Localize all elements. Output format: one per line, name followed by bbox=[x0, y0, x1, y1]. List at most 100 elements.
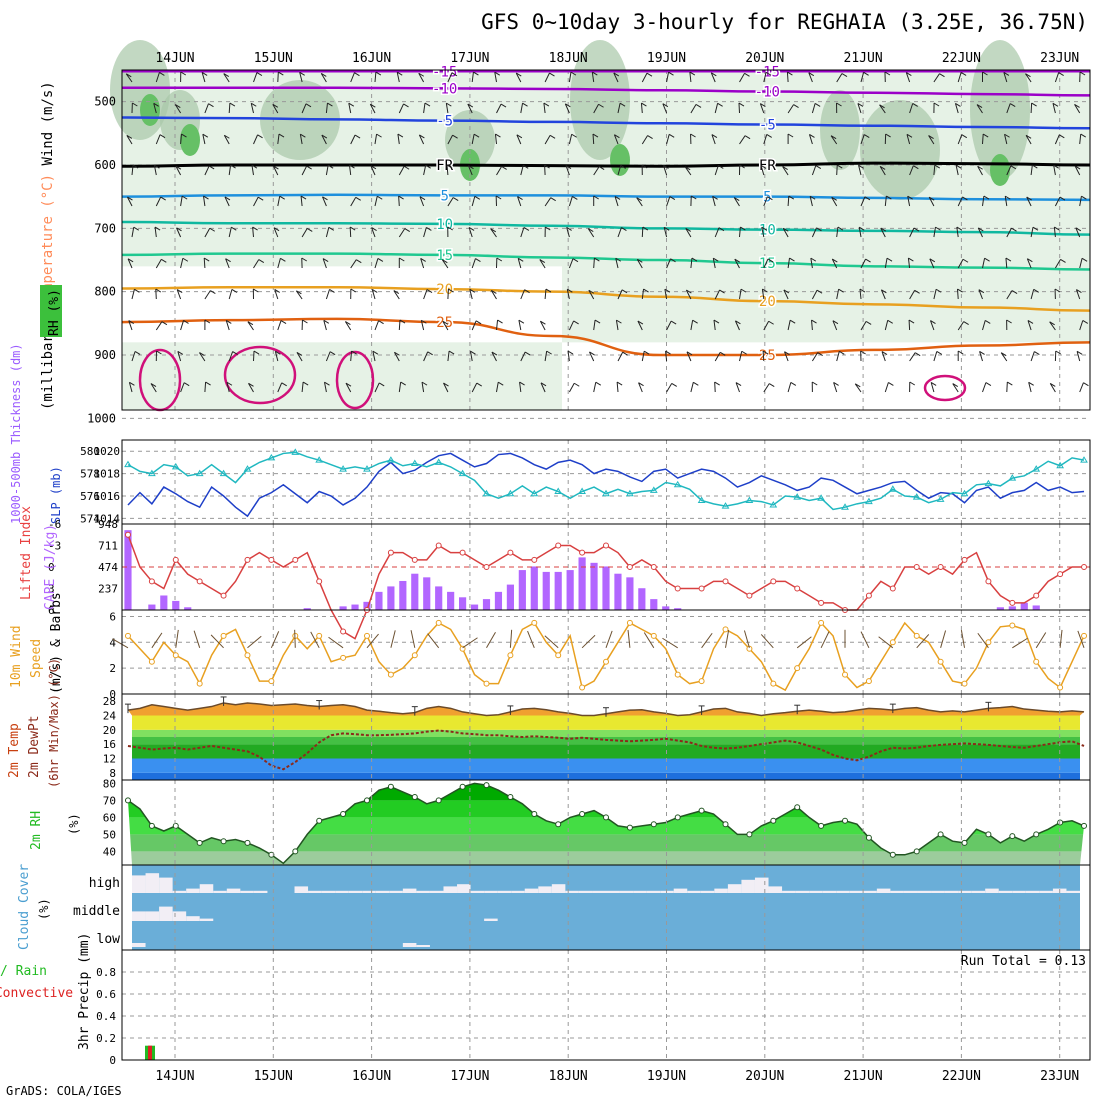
wind-barb bbox=[134, 288, 140, 293]
y-tick-label: 711 bbox=[98, 540, 118, 553]
wind-barb bbox=[617, 165, 622, 176]
wind-barb bbox=[490, 228, 497, 233]
wind-barb bbox=[396, 71, 403, 76]
wind-barb bbox=[963, 321, 969, 326]
x-tick-label-top: 19JUN bbox=[647, 51, 686, 66]
cloud-cell bbox=[849, 890, 864, 893]
wind-barb bbox=[881, 289, 887, 294]
wind-barb bbox=[1005, 257, 1008, 269]
wind-barb bbox=[175, 104, 181, 108]
wind-barb bbox=[817, 352, 823, 356]
wind-barb bbox=[615, 320, 619, 331]
wind-barb bbox=[175, 629, 179, 648]
wind-barb bbox=[224, 196, 230, 207]
wind-barb bbox=[930, 320, 935, 331]
wind-barb bbox=[280, 257, 286, 262]
wind-barb bbox=[295, 290, 303, 300]
wind-barb bbox=[226, 382, 230, 393]
wind-barb bbox=[253, 288, 259, 293]
wind-barb bbox=[323, 319, 330, 324]
cloud-cell bbox=[159, 906, 173, 921]
ylabel-part: Wind (m/s) bbox=[40, 81, 56, 165]
wind-barb bbox=[1075, 227, 1081, 238]
wind-barb bbox=[914, 289, 920, 294]
wind-barb bbox=[1012, 637, 1028, 649]
wind-barb bbox=[201, 71, 208, 76]
y-tick-label: 900 bbox=[94, 348, 116, 362]
wind-barb bbox=[930, 382, 935, 393]
cape-bar bbox=[184, 607, 192, 610]
wind-barb bbox=[568, 196, 573, 207]
wind-barb bbox=[711, 134, 718, 138]
wind-barb bbox=[666, 258, 671, 269]
wind-barb bbox=[1075, 289, 1081, 300]
y-tick-label: 6 bbox=[109, 610, 116, 623]
wind-barb bbox=[763, 196, 768, 207]
wind-barb bbox=[225, 258, 230, 269]
wind-barb bbox=[516, 134, 523, 139]
cloud-cell bbox=[226, 888, 241, 893]
wind-barb bbox=[701, 632, 713, 649]
wind-barb bbox=[159, 134, 166, 139]
wind-barb bbox=[832, 320, 838, 331]
wind-barb bbox=[836, 227, 839, 238]
thickness-point bbox=[697, 496, 706, 503]
lifted-index-point bbox=[411, 556, 418, 563]
wind-barb bbox=[717, 102, 723, 107]
wind-barb bbox=[636, 197, 643, 207]
wind-barb bbox=[811, 289, 818, 300]
lifted-index-point bbox=[555, 542, 562, 549]
cloud-ylabel: (%) bbox=[37, 898, 51, 920]
y-tick-label: 12 bbox=[103, 753, 116, 766]
wind-barb bbox=[228, 165, 232, 176]
wind-barb bbox=[324, 382, 327, 393]
wind-barb bbox=[161, 321, 168, 326]
wind-barb bbox=[912, 103, 918, 107]
wind-barb bbox=[175, 165, 182, 176]
wind-barb bbox=[814, 102, 821, 107]
wind-speed-point bbox=[626, 619, 633, 626]
wind-barb bbox=[760, 103, 766, 108]
y-tick-label: 24 bbox=[103, 710, 117, 723]
wind-barb bbox=[156, 350, 162, 355]
wind-speed-point bbox=[842, 671, 849, 678]
rh-patch bbox=[445, 110, 495, 170]
wind-barb bbox=[447, 288, 449, 300]
wind-barb bbox=[593, 320, 596, 331]
wind-barb bbox=[908, 319, 915, 324]
thickness-point bbox=[793, 493, 802, 500]
wind-barb bbox=[203, 196, 206, 207]
wind-barb bbox=[370, 165, 377, 170]
wind-barb bbox=[1054, 259, 1061, 269]
wind-barb bbox=[322, 196, 327, 207]
wind-barb bbox=[1049, 382, 1056, 387]
wind-barb bbox=[885, 133, 891, 138]
wind-barb bbox=[421, 381, 428, 386]
wind-barb bbox=[933, 73, 940, 83]
wind-barb bbox=[741, 350, 748, 355]
wind-barb bbox=[277, 134, 280, 145]
run-total: Run Total = 0.13 bbox=[961, 954, 1086, 969]
y-tick-label: 70 bbox=[103, 794, 116, 807]
lifted-index-point bbox=[292, 556, 299, 563]
cloud-cell bbox=[903, 890, 918, 893]
wind-barb bbox=[884, 71, 891, 76]
wind-barb bbox=[160, 196, 166, 201]
wind-barb bbox=[176, 227, 182, 232]
cape-bar bbox=[447, 591, 455, 610]
wind-barb bbox=[176, 227, 182, 238]
cape-bar bbox=[375, 591, 383, 610]
wind-barb bbox=[982, 133, 984, 145]
wind-barb bbox=[296, 290, 302, 295]
wind-barb bbox=[1054, 196, 1061, 207]
rh-point bbox=[220, 838, 227, 845]
cloud-cell bbox=[876, 888, 891, 893]
wind-barb bbox=[404, 228, 411, 233]
wind-barb bbox=[735, 382, 740, 393]
wind-barb bbox=[371, 227, 376, 238]
wind-barb bbox=[955, 102, 961, 107]
wind-barb bbox=[976, 104, 983, 114]
wind-barb bbox=[273, 227, 280, 232]
wind-barb bbox=[934, 164, 941, 169]
isotherm-label: -5 bbox=[759, 117, 776, 133]
